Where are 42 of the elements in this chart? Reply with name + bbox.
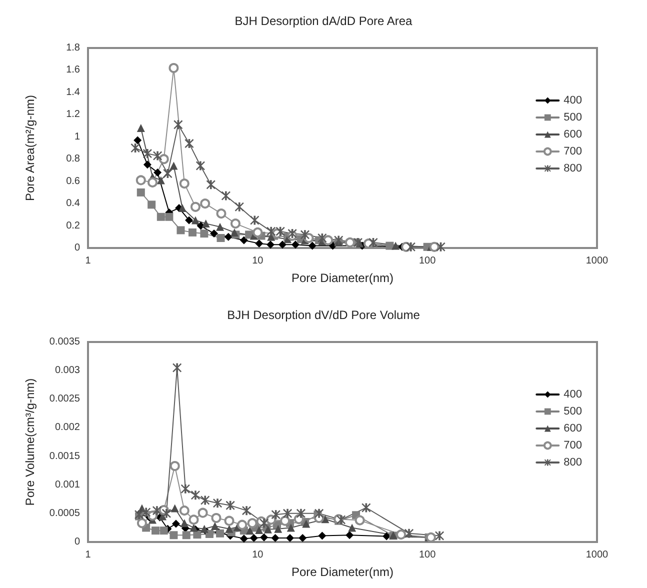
y-tick-label: 1.8 xyxy=(66,42,80,54)
x-tick-label: 10 xyxy=(252,550,264,560)
x-tick-label: 100 xyxy=(418,550,436,560)
y-tick-label: 1.4 xyxy=(66,86,80,98)
legend-label: 500 xyxy=(564,406,582,418)
x-axis-title: Pore Diameter(nm) xyxy=(291,271,394,285)
y-tick-label: 0.0025 xyxy=(49,394,80,405)
y-tick-label: 1.2 xyxy=(66,109,80,120)
y-tick-label: 0.4 xyxy=(66,198,80,210)
y-axis-title: Pore Area(m²/g-nm) xyxy=(23,94,37,202)
x-axis-title: Pore Diameter(nm) xyxy=(291,565,394,579)
y-tick-label: 0.0015 xyxy=(49,450,80,462)
y-tick-label: 0.001 xyxy=(54,479,80,490)
y-tick-label: 1.6 xyxy=(66,64,80,76)
legend-label: 600 xyxy=(564,128,582,140)
y-tick-label: 0.2 xyxy=(66,220,80,232)
x-tick-label: 1 xyxy=(85,256,92,266)
y-tick-label: 0.0005 xyxy=(49,508,80,519)
legend-label: 800 xyxy=(564,456,582,468)
legend-label: 600 xyxy=(564,422,582,434)
legend-label: 700 xyxy=(564,440,582,452)
y-tick-label: 0.0035 xyxy=(49,336,80,348)
y-tick-label: 0.002 xyxy=(54,422,80,434)
y-axis-title: Pore Volume(cm³/g-nm) xyxy=(23,378,37,506)
y-tick-label: 0.6 xyxy=(66,176,80,187)
chart-title: BJH Desorption dV/dD Pore Volume xyxy=(227,308,420,322)
x-tick-label: 10 xyxy=(252,256,264,266)
y-tick-label: 0 xyxy=(74,242,80,254)
y-tick-label: 0.8 xyxy=(66,154,80,165)
chart-title: BJH Desorption dA/dD Pore Area xyxy=(234,14,413,28)
x-tick-label: 100 xyxy=(418,256,436,266)
x-tick-label: 1000 xyxy=(586,256,609,266)
legend-label: 800 xyxy=(564,162,582,174)
legend-label: 400 xyxy=(564,388,582,400)
y-tick-label: 1 xyxy=(74,131,80,142)
legend-label: 500 xyxy=(564,112,582,124)
x-tick-label: 1 xyxy=(85,550,92,560)
y-tick-label: 0.003 xyxy=(54,365,80,376)
legend-label: 400 xyxy=(564,94,582,106)
x-tick-label: 1000 xyxy=(586,550,609,560)
legend-label: 700 xyxy=(564,146,582,158)
y-tick-label: 0 xyxy=(74,536,80,548)
